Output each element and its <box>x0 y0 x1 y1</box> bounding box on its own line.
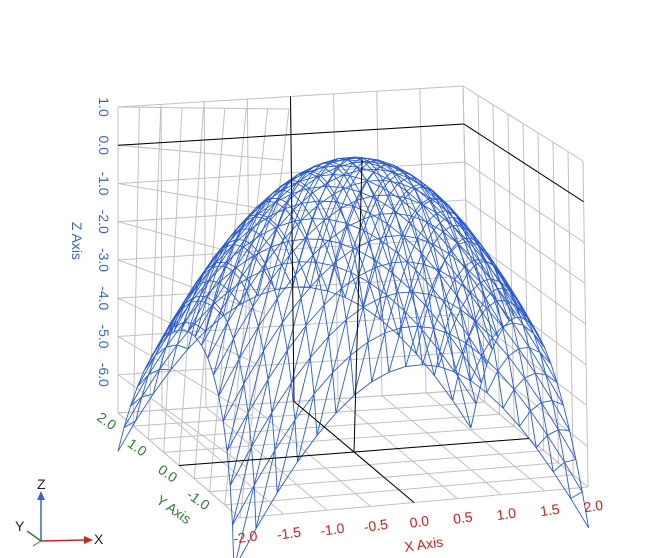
surface-line-diag <box>388 225 516 373</box>
surface-line-diag <box>502 372 558 409</box>
axis-edge <box>353 157 363 453</box>
surface-line-diag <box>213 180 364 376</box>
surface-line-y <box>205 197 337 414</box>
x-tick-label: 0.5 <box>452 508 474 527</box>
x-tick-label: -2.0 <box>232 527 258 546</box>
gridline <box>464 161 585 243</box>
gridline <box>467 313 588 406</box>
gridline <box>117 221 271 263</box>
surface-line-diag <box>143 344 189 371</box>
surface-line-diag <box>353 197 504 396</box>
triad-y-axis <box>26 530 42 542</box>
z-tick-label: -2.0 <box>96 210 112 234</box>
surface-line-diag <box>297 169 488 462</box>
surface-line-diag <box>570 491 583 499</box>
y-tick-label: 0.0 <box>155 461 180 485</box>
gridline <box>117 144 283 161</box>
surface-line-diag <box>255 159 477 529</box>
x-tick-label: 0.0 <box>409 512 431 531</box>
triad-x-arrow-icon <box>84 536 93 544</box>
x-tick-label: 1.5 <box>539 501 561 520</box>
surface-wireframe <box>117 156 590 558</box>
gridline <box>117 106 290 110</box>
z-tick-label: 1.0 <box>96 97 112 117</box>
surface-line-diag <box>519 400 564 427</box>
surface-line-diag <box>187 228 294 332</box>
surface-line-diag <box>438 278 534 367</box>
z-tick-label: -4.0 <box>96 286 112 310</box>
triad-z-label: Z <box>37 476 46 492</box>
z-tick-label: -1.0 <box>96 171 112 195</box>
y-tick-label: 1.0 <box>125 435 150 459</box>
surface-line-diag <box>486 346 552 393</box>
x-tick-label: 1.0 <box>496 504 518 523</box>
surface-line-diag <box>232 156 454 526</box>
z-axis-label: Z Axis <box>69 222 85 260</box>
triad-y-label: Y <box>15 518 25 534</box>
triad-x-label: X <box>94 531 104 547</box>
x-axis-label: X Axis <box>403 534 444 555</box>
surface-line-diag <box>316 177 493 436</box>
z-tick-label: -6.0 <box>96 363 112 387</box>
surface-line-diag <box>218 171 382 397</box>
surface-line-diag <box>194 213 311 337</box>
x-tick-label: 2.0 <box>583 497 605 516</box>
orientation-triad: Z X Y <box>15 476 104 547</box>
y-tick-label: 2.0 <box>94 409 119 433</box>
surface-line-diag <box>207 189 346 359</box>
gridline <box>117 336 253 417</box>
surface-line-diag <box>470 322 546 381</box>
z-tick-label: 0.0 <box>96 136 112 156</box>
surface-line-diag <box>552 459 577 473</box>
surface-line-diag <box>335 186 499 414</box>
z-tick-label: -3.0 <box>96 248 112 272</box>
surface-line-diag <box>454 300 540 373</box>
axis-edge <box>463 123 584 203</box>
gridline <box>465 199 586 284</box>
axis-edge <box>290 96 295 402</box>
surface-line-diag <box>421 259 528 365</box>
x-tick-label: -0.5 <box>363 516 389 535</box>
surface-line-diag <box>180 243 276 331</box>
surface-line-diag <box>173 261 259 332</box>
surface-line-diag <box>371 210 510 382</box>
triad-z-arrow-icon <box>37 491 45 500</box>
surface-line-diag <box>201 201 329 346</box>
z-tick-label: -5.0 <box>96 324 112 348</box>
surface-line-diag <box>229 158 435 486</box>
gridline <box>117 183 277 212</box>
x-tick-label: -1.5 <box>276 524 302 543</box>
surface-line-diag <box>123 420 136 428</box>
surface-line-diag <box>136 368 171 388</box>
triad-x-axis <box>40 539 87 542</box>
axis-edge <box>117 123 464 146</box>
surface-line-diag <box>222 165 399 422</box>
surface-line-diag <box>535 429 570 449</box>
surface-line-diag <box>130 393 154 407</box>
triad-y-axis-ext <box>32 540 42 547</box>
box-edges <box>117 96 584 503</box>
gridline <box>462 85 584 162</box>
x-tick-label: -1.0 <box>319 520 345 539</box>
